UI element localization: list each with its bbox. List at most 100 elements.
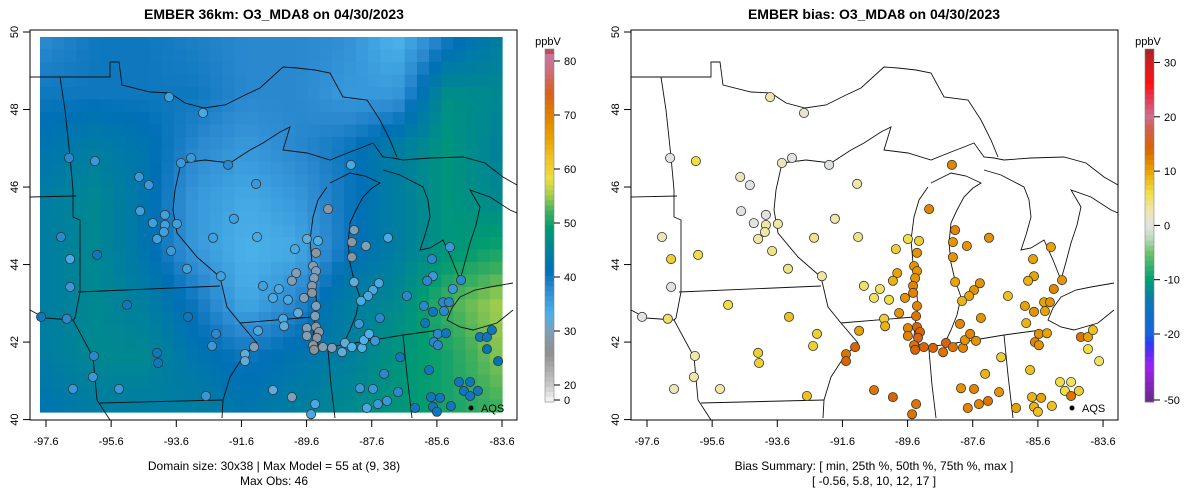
grid-cell [271, 349, 284, 363]
grid-cell [246, 349, 260, 363]
colorbar-segment [545, 250, 554, 257]
obs-site-marker [432, 340, 443, 351]
colorbar-segment [545, 376, 554, 383]
grid-cell [76, 249, 90, 263]
grid-cell [307, 362, 321, 376]
obs-site-marker [249, 342, 260, 353]
grid-cell [441, 187, 454, 201]
grid-cell [64, 112, 78, 126]
bias-site-marker [824, 159, 835, 170]
grid-cell [112, 99, 126, 113]
grid-cell [380, 337, 394, 351]
grid-cell [343, 49, 357, 63]
grid-cell [76, 399, 90, 413]
grid-cell [100, 137, 114, 151]
obs-site-marker [68, 383, 79, 394]
grid-cell [392, 299, 406, 313]
grid-cell [343, 62, 357, 76]
grid-cell [392, 237, 406, 251]
grid-cell [453, 337, 467, 351]
colorbar-segment [545, 270, 554, 277]
grid-cell [112, 37, 126, 51]
grid-cell [343, 362, 357, 376]
grid-cell [368, 49, 382, 63]
grid-cell [52, 249, 65, 263]
grid-cell [40, 224, 53, 238]
grid-cell [477, 49, 491, 63]
grid-cell [343, 262, 357, 276]
grid-cell [283, 224, 296, 238]
colorbar-segment [545, 69, 554, 75]
obs-site-marker [279, 321, 290, 332]
colorbar-segment [1145, 225, 1154, 231]
grid-cell [368, 299, 382, 313]
grid-cell [416, 99, 430, 113]
bias-site-marker [637, 311, 648, 322]
grid-cell [210, 62, 223, 76]
grid-cell [112, 149, 126, 163]
grid-cell [295, 399, 309, 413]
grid-cell [477, 262, 491, 276]
grid-cell [137, 399, 151, 413]
grid-cell [234, 62, 248, 76]
grid-cell [88, 299, 102, 313]
grid-cell [149, 337, 163, 351]
grid-cell [185, 87, 199, 101]
grid-cell [112, 49, 126, 63]
grid-cell [222, 237, 236, 251]
grid-cell [40, 237, 53, 251]
grid-cell [416, 224, 430, 238]
grid-cell [258, 62, 272, 76]
grid-cell [489, 174, 503, 188]
grid-cell [380, 349, 394, 363]
grid-cell [319, 187, 333, 201]
grid-cell [137, 137, 151, 151]
grid-cell [161, 312, 175, 326]
grid-cell [331, 149, 345, 163]
aqs-marker-icon [1069, 405, 1075, 411]
colorbar-segment [545, 149, 554, 156]
grid-cell [76, 224, 90, 238]
obs-site-marker [257, 280, 268, 291]
grid-cell [64, 62, 78, 76]
colorbar-segment [1145, 129, 1154, 136]
grid-cell [234, 37, 248, 51]
grid-cell [137, 387, 151, 401]
grid-cell [404, 137, 418, 151]
colorbar-segment [545, 64, 554, 70]
obs-site-marker [312, 235, 323, 246]
grid-cell [331, 49, 345, 63]
grid-cell [319, 287, 333, 301]
colorbar-segment [1145, 154, 1154, 161]
grid-cell [380, 74, 394, 88]
grid-cell [210, 137, 223, 151]
grid-cell [76, 324, 90, 338]
grid-cell [149, 149, 163, 163]
grid-cell [185, 187, 199, 201]
grid-cell [465, 337, 479, 351]
grid-cell [198, 49, 211, 63]
obs-site-marker [65, 281, 76, 292]
grid-cell [198, 312, 211, 326]
grid-cell [477, 149, 491, 163]
grid-cell [185, 362, 199, 376]
grid-cell [489, 149, 503, 163]
grid-cell [40, 287, 53, 301]
colorbar-segment [1145, 64, 1154, 70]
grid-cell [416, 249, 430, 263]
grid-cell [343, 87, 357, 101]
grid-cell [404, 162, 418, 176]
grid-cell [185, 337, 199, 351]
grid-cell [356, 174, 369, 188]
grid-cell [64, 87, 78, 101]
grid-cell [52, 149, 65, 163]
grid-cell [149, 324, 163, 338]
colorbar-tick-label: 70 [564, 110, 576, 122]
bias-site-marker [852, 178, 863, 189]
colorbar-segment [545, 386, 554, 393]
colorbar-segment [1145, 275, 1154, 282]
obs-site-marker [273, 283, 284, 294]
grid-cell [52, 299, 65, 313]
grid-cell [271, 137, 284, 151]
colorbar-segment [545, 296, 554, 302]
